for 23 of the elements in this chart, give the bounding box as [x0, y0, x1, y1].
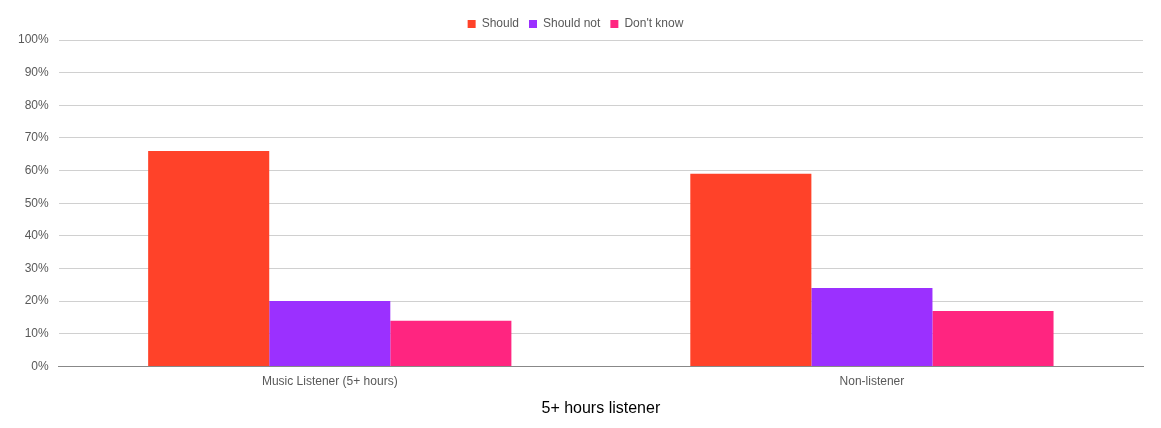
- legend-label: Don't know: [624, 16, 684, 31]
- y-tick-label: 100%: [17, 32, 50, 47]
- bar: [390, 320, 512, 366]
- x-axis-title: 5+ hours listener: [541, 398, 661, 416]
- y-tick-label: 10%: [24, 326, 50, 341]
- y-tick-label: 30%: [24, 260, 50, 275]
- y-tick-label: 50%: [24, 195, 50, 210]
- bar: [811, 288, 933, 366]
- x-tick-label: Music Listener (5+ hours): [261, 373, 398, 388]
- bar: [690, 173, 812, 366]
- legend-label: Should: [481, 16, 520, 31]
- y-tick-label: 90%: [24, 64, 50, 79]
- y-tick-label: 80%: [24, 97, 50, 112]
- bar: [148, 150, 270, 366]
- y-tick-label: 40%: [24, 228, 50, 243]
- y-tick-label: 70%: [24, 130, 50, 145]
- legend-label: Should not: [543, 16, 602, 31]
- y-tick-label: 60%: [24, 162, 50, 177]
- y-tick-label: 20%: [24, 293, 50, 308]
- x-tick-label: Non-listener: [839, 373, 905, 388]
- bar: [932, 310, 1054, 366]
- y-tick-label: 0%: [31, 358, 50, 373]
- bar: [269, 301, 391, 366]
